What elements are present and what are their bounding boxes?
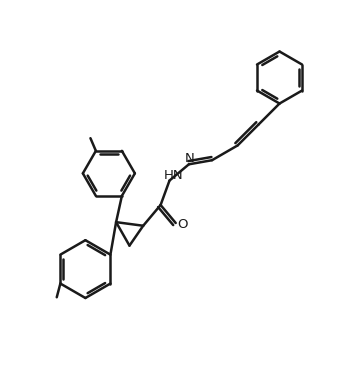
Text: O: O — [177, 218, 187, 231]
Text: HN: HN — [164, 169, 184, 182]
Text: N: N — [185, 152, 194, 165]
